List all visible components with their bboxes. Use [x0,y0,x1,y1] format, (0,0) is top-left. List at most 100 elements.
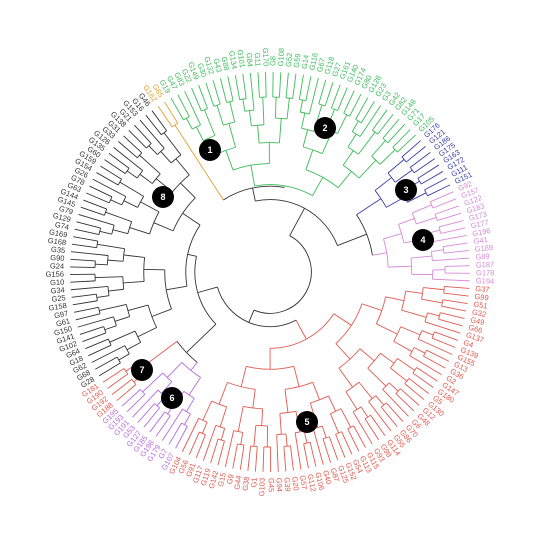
leaf-label: G89 [475,252,490,262]
branch [249,72,255,111]
branch [137,327,157,338]
branch [73,236,98,242]
branch [142,372,164,393]
branch [429,234,467,243]
branch [388,265,412,268]
branch [387,123,406,143]
branch [109,330,136,343]
branch [372,252,387,256]
branch-arc [255,424,268,427]
branch [368,401,392,432]
branch [329,413,340,434]
leaf-label: G87 [329,467,342,483]
branch [432,198,457,209]
branch [371,140,386,157]
node-marker: 5 [296,411,318,433]
node-label: 7 [139,365,144,375]
branch-arc [244,109,255,112]
node-label: 6 [169,393,174,403]
branch [380,352,395,364]
branch [417,164,440,179]
branch-arc [443,286,445,294]
node-markers: 1 2 3 4 5 6 7 8 [131,117,434,433]
leaf-label: G27 [330,61,343,77]
leaf-label: G20 [290,476,301,491]
branch [107,373,129,389]
branch-arc [154,403,160,409]
branch-arc [250,445,258,447]
branch [168,422,182,445]
branch [95,263,108,266]
branch [100,165,122,180]
branch [358,131,376,155]
branch [121,389,141,407]
branch [205,82,215,107]
branch [400,326,421,336]
node-marker: 6 [161,387,183,409]
branch-arc [116,356,121,364]
branch [186,323,217,353]
branch [437,212,462,221]
branch [175,158,190,176]
branch [352,411,373,445]
leaf-label: G7 [157,447,170,460]
branch [182,212,201,226]
leaf-label: G51 [473,300,488,311]
branch [337,233,367,246]
branch [253,425,257,447]
branch [335,343,351,360]
branch-arc [147,304,158,328]
branch [285,433,288,447]
branch [385,402,404,422]
branch [191,87,202,112]
branch-arc [131,379,137,385]
branch [413,158,435,174]
leaf-label: G90 [50,253,65,263]
branch [276,434,279,472]
branch-arc [253,235,312,314]
leaf-label: G30 [196,62,209,78]
leaf-label: G57 [298,475,309,490]
branch-arc [434,214,438,221]
branch [153,222,174,232]
branch [443,292,469,297]
branch [262,446,265,472]
leaf-label: G2 [445,373,458,386]
branch-arc [345,381,360,393]
leaf-label: G74 [54,220,70,232]
leaf-label: G116 [307,52,319,71]
branch [127,304,149,311]
branch [405,290,423,294]
branch [162,408,183,441]
branch [252,187,256,202]
branch [80,206,105,216]
branch [409,355,442,376]
branch [111,378,133,395]
branch [387,159,405,174]
branch [128,130,147,149]
branch [250,165,256,187]
branch [234,74,241,100]
branch-arc [438,226,442,234]
branch-arc [183,391,195,399]
branch-arc [303,441,311,445]
branch [181,418,200,452]
branch [283,446,287,472]
branch [123,200,138,208]
branch [432,257,470,262]
branch [116,384,137,401]
branch [248,309,255,323]
leaf-label: G44 [232,475,243,490]
branch [202,400,212,421]
branch [412,372,434,388]
branch [382,118,400,139]
branch [388,382,399,392]
node-label: 2 [322,123,327,133]
branch [312,382,320,400]
branch-arc [338,348,361,369]
branch [107,259,124,262]
branch [110,199,122,206]
branch [201,421,208,434]
branch [408,378,430,394]
branch-arc [387,172,396,183]
